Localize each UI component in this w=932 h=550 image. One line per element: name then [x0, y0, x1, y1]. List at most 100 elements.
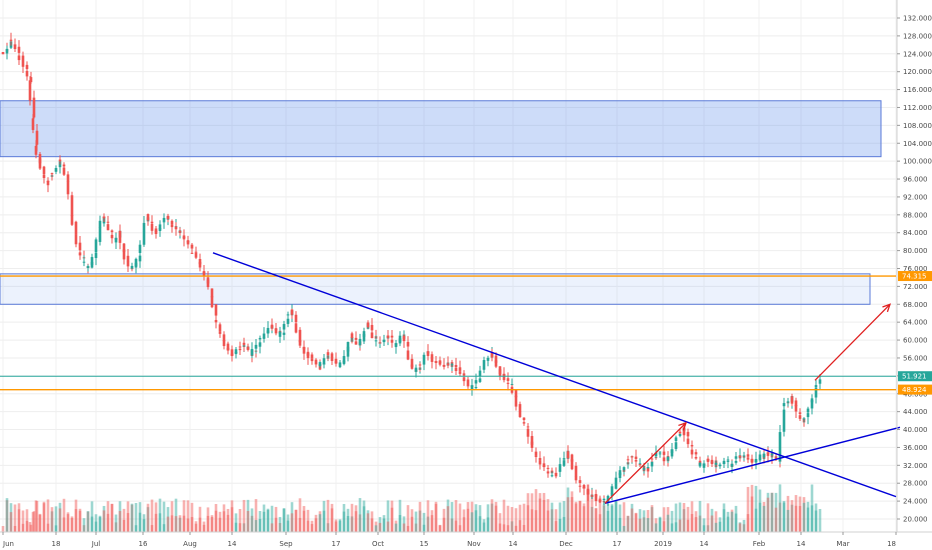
candle-body — [494, 360, 498, 367]
candle-body — [782, 409, 786, 432]
volume-bar — [298, 498, 302, 532]
volume-bar — [62, 517, 66, 532]
volume-bar — [658, 516, 662, 532]
candle-body — [302, 347, 306, 354]
y-tick-label: 120.000 — [903, 68, 932, 76]
volume-bar — [318, 511, 322, 532]
volume-bar — [766, 492, 770, 532]
candle-body — [422, 354, 426, 356]
candle-body — [418, 364, 422, 366]
volume-bar — [790, 500, 794, 532]
volume-bar — [754, 508, 758, 532]
volume-bar — [106, 513, 110, 532]
x-tick-label: 14 — [228, 540, 237, 548]
candle-body — [366, 322, 370, 328]
volume-bar — [270, 505, 274, 532]
volume-bar — [218, 511, 222, 532]
volume-bar — [670, 510, 674, 532]
volume-bar — [466, 508, 470, 532]
volume-bar — [434, 503, 438, 532]
volume-bar — [214, 504, 218, 532]
volume-bar — [682, 509, 686, 532]
volume-bar — [558, 502, 562, 532]
volume-bar — [330, 508, 334, 532]
volume-bar — [518, 504, 522, 532]
volume-bar — [510, 507, 514, 532]
candle-body — [766, 452, 770, 456]
volume-bar — [1, 526, 5, 532]
volume-bar — [546, 510, 550, 532]
x-tick-label: Mar — [836, 540, 849, 548]
volume-bar — [490, 499, 494, 532]
candle-body — [558, 464, 562, 471]
price-axis[interactable]: 132.000 128.000 124.000 120.000 116.000 112.0… — [896, 0, 932, 532]
candle-body — [650, 458, 654, 460]
candle-body — [334, 361, 338, 364]
volume-bar — [322, 500, 326, 532]
candle-body — [254, 344, 258, 349]
candle-body — [290, 309, 294, 315]
candle-body — [378, 342, 382, 344]
candle-body — [150, 223, 154, 231]
volume-bar — [442, 508, 446, 532]
volume-bar — [586, 484, 590, 532]
volume-bar — [186, 518, 190, 532]
y-tick-label: 108.000 — [903, 122, 932, 130]
volume-bar — [374, 521, 378, 532]
volume-bar — [418, 510, 422, 532]
x-tick-label: 18 — [887, 540, 896, 548]
volume-bar — [182, 515, 186, 532]
time-axis[interactable]: Jun 18 Jul 16 Aug 14 Sep 17 Oct 15 Nov 14 Dec 17 2019 1… — [0, 531, 932, 548]
volume-bar — [262, 511, 266, 532]
volume-bar — [506, 505, 510, 532]
volume-bar — [38, 514, 42, 532]
candle-body — [674, 442, 678, 449]
candle-body — [17, 46, 21, 53]
volume-bar — [654, 523, 658, 532]
volume-bar — [698, 515, 702, 532]
volume-bar — [718, 517, 722, 532]
candle-body — [738, 455, 742, 458]
candle-body — [710, 459, 714, 465]
volume-bar — [538, 493, 542, 532]
volume-bar — [142, 519, 146, 532]
candle-body — [266, 327, 270, 333]
candle-body — [614, 477, 618, 484]
volume-bar — [614, 501, 618, 532]
volume-bar — [654, 518, 658, 532]
volume-bar — [266, 509, 270, 532]
volume-bar — [154, 502, 158, 532]
candle-body — [502, 373, 506, 381]
volume-bar — [58, 502, 62, 532]
volume-bar — [78, 510, 82, 532]
volume-bar — [630, 508, 634, 532]
y-tick-label: 72.000 — [903, 283, 928, 291]
volume-bar — [626, 515, 630, 532]
volume-bar — [566, 487, 570, 532]
volume-bar — [74, 509, 78, 532]
volume-bar — [366, 513, 370, 532]
candle-body — [726, 460, 730, 462]
volume-bar — [102, 510, 106, 532]
volume-bar — [786, 495, 790, 532]
candle-body — [166, 215, 170, 219]
candle-body — [518, 411, 522, 418]
volume-bar — [762, 501, 766, 532]
volume-bar — [17, 509, 21, 532]
volume-bar — [5, 498, 9, 532]
candle-body — [90, 257, 94, 265]
candle-body — [730, 463, 734, 467]
volume-bar — [70, 516, 74, 532]
candle-body — [734, 460, 738, 463]
candle-body — [670, 449, 674, 454]
candle-body — [262, 336, 266, 339]
volume-bar — [438, 524, 442, 532]
y-tick-label: 112.000 — [903, 104, 932, 112]
volume-bar — [554, 521, 558, 532]
volume-bar — [438, 525, 442, 532]
volume-bar — [286, 514, 290, 532]
candle-body — [66, 174, 70, 182]
volume-bar — [350, 516, 354, 532]
volume-bar — [478, 516, 482, 532]
